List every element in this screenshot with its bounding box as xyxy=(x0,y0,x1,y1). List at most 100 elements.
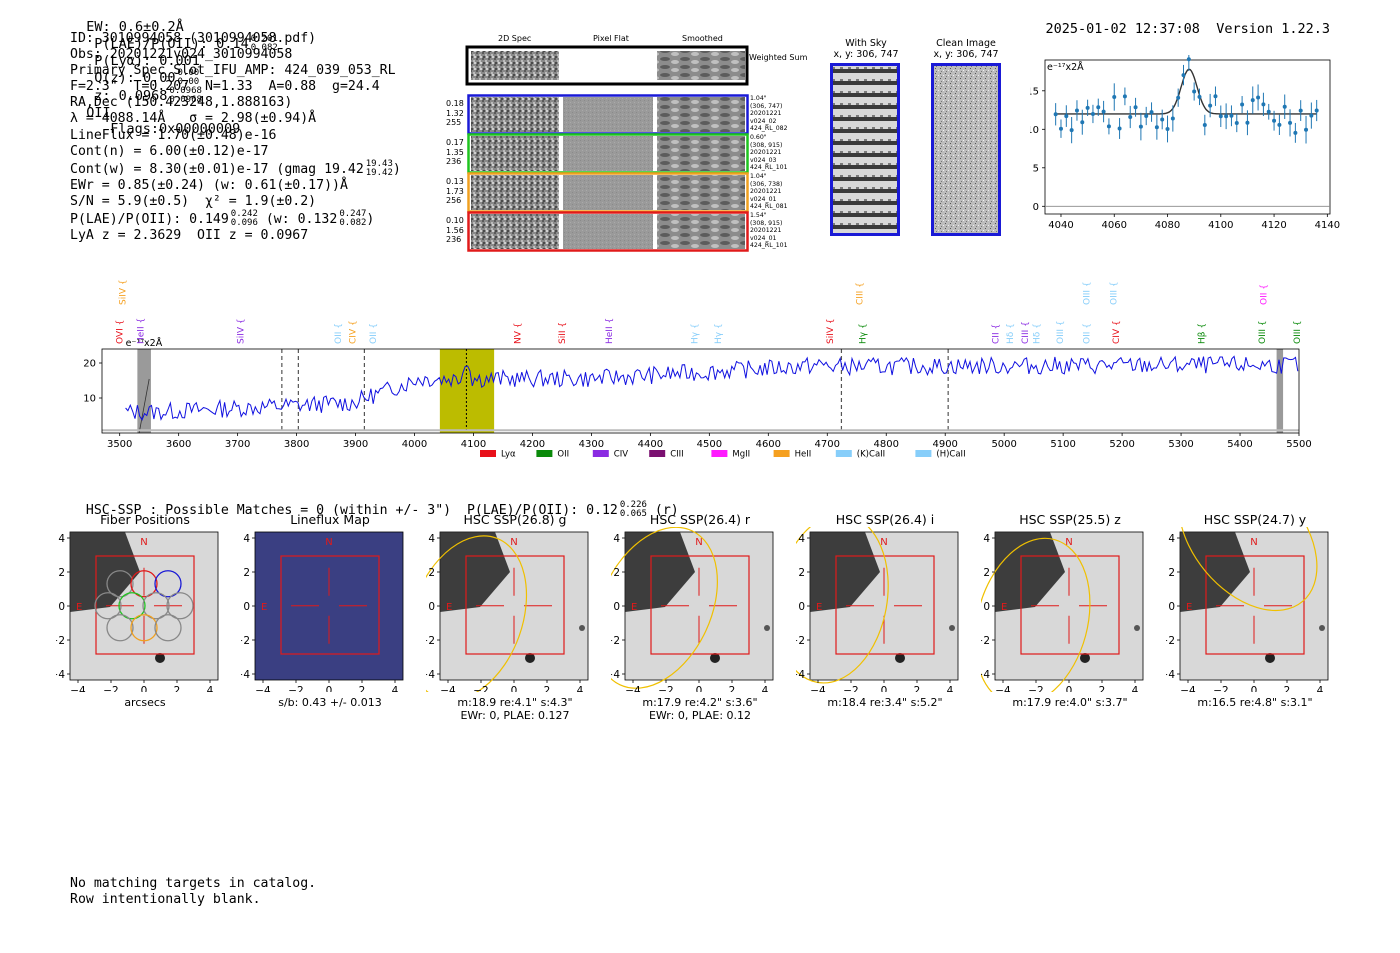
hsc-x-tick-label: −2 xyxy=(1213,685,1228,692)
clean-xy: x, y: 306, 747 xyxy=(933,49,999,60)
cutout-left-value: 0.13 xyxy=(446,177,464,186)
qz-range: 0.00 0.00 xyxy=(178,69,200,87)
hsc-x-tick-label: 2 xyxy=(1099,685,1106,692)
legend-label: (H)CaII xyxy=(936,450,965,460)
zoom-data-point xyxy=(1133,105,1138,110)
weighted-sum-label: Weighted Sum xyxy=(749,53,808,62)
spectrum-x-tick-label: 4900 xyxy=(932,439,957,450)
spectral-line-label: OIII { xyxy=(1293,320,1303,344)
cutout-right-value: 424_RL_101 xyxy=(750,242,788,250)
hsc-panel-caption: s/b: 0.43 +/- 0.013 xyxy=(278,696,382,709)
spectral-line-label: OIII { xyxy=(1083,281,1093,305)
hsc-x-tick-label: −4 xyxy=(625,685,641,692)
cutout-2d-spec xyxy=(471,214,559,249)
cutout-right-value: v024_01 xyxy=(750,195,777,203)
spectrum-x-tick-label: 3600 xyxy=(166,439,191,450)
hsc-x-tick-label: 4 xyxy=(392,685,399,692)
cutout-right-value: 20201221 xyxy=(750,227,782,235)
spectral-line-label: OVI { xyxy=(116,320,126,344)
footer-line-1: No matching targets in catalog. xyxy=(70,876,317,891)
cutout-row-frame xyxy=(467,211,749,252)
info-sn: S/N = 5.9(±0.5) χ² = 1.9(±0.2) xyxy=(70,193,317,209)
east-label: E xyxy=(1001,602,1007,613)
z-value: z: 0.0968 xyxy=(94,88,168,104)
spectrum-x-tick-label: 4000 xyxy=(402,439,427,450)
spectral-line-label: Hδ { xyxy=(1006,323,1016,344)
spectrum-unit: e⁻¹⁷x2Å xyxy=(126,337,163,349)
zoom-data-point xyxy=(1165,126,1170,131)
zoom-data-point xyxy=(1208,103,1213,108)
masked-region-right xyxy=(1276,349,1284,433)
main-spectrum: e⁻¹⁷x2Å 3500 3600 3700 3800 3900 4000 4100 4200 4… xyxy=(83,279,1311,460)
legend-label: Lyα xyxy=(501,450,516,460)
hsc-x-tick-label: −4 xyxy=(1180,685,1196,692)
legend-swatch xyxy=(711,450,728,457)
zoom-data-point xyxy=(1266,109,1271,114)
spectral-line-label: OII { xyxy=(1260,284,1270,305)
hsc-panel-image: N E 4 2 0 −2 −4 −4 −2 0 2 4 xyxy=(611,527,774,692)
contw-text: Cont(w) = 8.30(±0.01)e-17 (gmag 19.42 xyxy=(70,161,364,177)
cutout-right-value: 424_RL_081 xyxy=(750,203,788,211)
fiber-circle xyxy=(118,592,146,620)
clean-image xyxy=(931,63,1001,236)
spectral-line-label: SiIV { xyxy=(826,318,836,344)
cutout-2d-spec xyxy=(471,97,559,132)
cutout-smoothed xyxy=(657,175,745,210)
hsc-panel-caption: m:16.5 re:4.8" s:3.1" xyxy=(1197,696,1313,709)
hsc-x-tick-label: 2 xyxy=(914,685,921,692)
hsc-y-tick-label: 2 xyxy=(243,567,250,579)
hsc-x-tick-label: 4 xyxy=(947,685,954,692)
legend-swatch xyxy=(649,450,666,457)
legend-label: (K)CaII xyxy=(857,450,885,460)
cutout-2d-spec xyxy=(471,175,559,210)
hsc-panel-caption: arcsecs xyxy=(124,696,166,709)
zoom-data-point xyxy=(1170,116,1175,121)
hsc-x-tick-label: 4 xyxy=(207,685,214,692)
hsc-x-tick-label: 0 xyxy=(141,685,148,692)
info-contn: Cont(n) = 6.00(±0.12)e-17 xyxy=(70,143,269,159)
zoom-data-point xyxy=(1090,111,1095,116)
legend-swatch xyxy=(480,450,496,457)
hsc-image-area xyxy=(254,531,404,681)
legend-label: CIV xyxy=(614,450,628,460)
cutout-row-left-label: 0.18 1.32 255 xyxy=(446,99,464,128)
hsc-panel-image: N E 4 2 0 −2 −4 −4 −2 0 2 4 xyxy=(796,527,959,692)
bright-source xyxy=(1180,532,1250,612)
spectrum-x-tick-label: 4100 xyxy=(461,439,486,450)
footer-note: No matching targets in catalog. Row inte… xyxy=(70,876,316,908)
hsc-x-tick-label: 4 xyxy=(762,685,769,692)
spectrum-x-tick-label: 3800 xyxy=(284,439,309,450)
spectrum-line xyxy=(125,355,1299,421)
hsc-y-tick-label: 0 xyxy=(983,601,990,613)
point-source xyxy=(525,653,535,663)
zoom-data-point xyxy=(1293,130,1298,135)
cutout-row-right-label: 0.60" (308, 915) 20201221 v024_03 424_RL_101 xyxy=(750,134,788,172)
source-ellipse xyxy=(1178,527,1318,612)
bright-source xyxy=(70,532,140,612)
cutout-right-value: 20201221 xyxy=(750,188,782,196)
spectral-line-label: OII { xyxy=(369,323,379,344)
contw-hi: 19.43 xyxy=(365,158,393,169)
source-ellipse xyxy=(611,527,718,689)
zoom-data-point xyxy=(1202,123,1207,128)
plae-w-end: ) xyxy=(366,212,375,228)
east-label: E xyxy=(631,602,637,613)
hsc-y-tick-label: 0 xyxy=(798,601,805,613)
legend-label: MgII xyxy=(732,450,750,460)
cutout-right-value: (306, 738) xyxy=(750,180,783,188)
hsc-x-tick-label: −2 xyxy=(843,685,858,692)
info-plae-hi: 0.242 xyxy=(230,209,258,220)
north-label: N xyxy=(880,537,887,548)
hsc-panel-image: N E 4 2 0 −2 −4 −4 −2 0 2 4 xyxy=(56,531,219,692)
hsc-y-tick-label: −2 xyxy=(426,635,435,647)
plae-range: 0.201 0.082 xyxy=(251,35,278,53)
zoom-data-point xyxy=(1288,120,1293,125)
spectrum-x-tick-label: 5200 xyxy=(1109,439,1134,450)
cutout-row-right-label: 1.54" (308, 915) 20201221 v024_01 424_RL_101 xyxy=(750,212,788,250)
hsc-x-tick-label: −4 xyxy=(995,685,1011,692)
info-obs: Obs: 20201221v024_3010994058 xyxy=(70,47,293,63)
cutout-left-value: 236 xyxy=(446,235,462,244)
east-label: E xyxy=(261,602,267,613)
cutout-pixel-flat xyxy=(563,214,653,249)
hsc-y-tick-label: −4 xyxy=(426,669,435,681)
